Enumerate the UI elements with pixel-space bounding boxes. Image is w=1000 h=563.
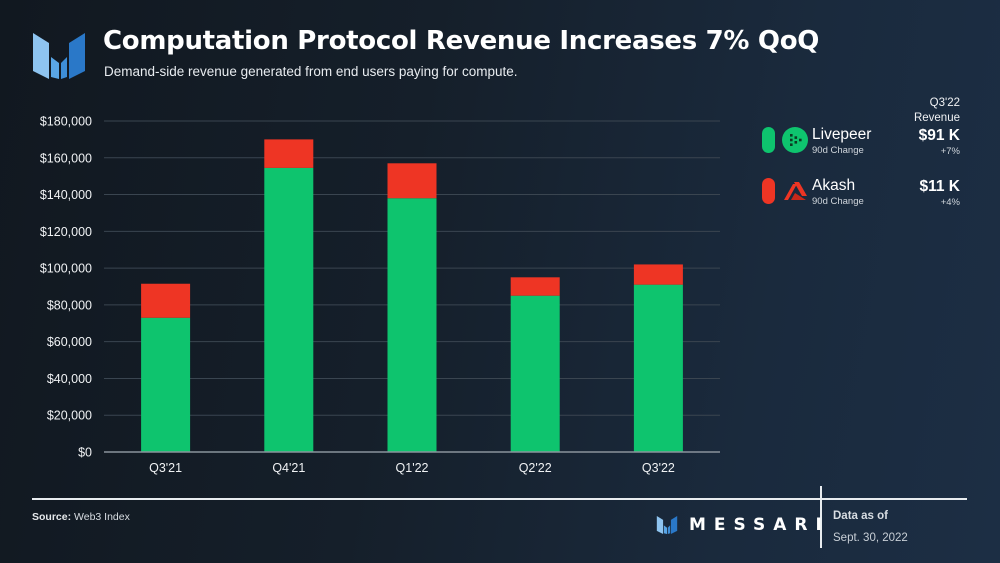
y-tick-label: $0	[78, 446, 92, 460]
legend-item-livepeer: Livepeer 90d Change $91 K +7%	[762, 125, 962, 161]
source-label: Source:	[32, 511, 72, 523]
bar-akash-q421	[264, 139, 314, 168]
chart-title: Computation Protocol Revenue Increases 7…	[103, 26, 820, 56]
y-tick-label: $80,000	[47, 298, 92, 312]
bar-akash-q322	[633, 264, 683, 285]
y-tick-label: $120,000	[40, 225, 92, 239]
bar-livepeer-q222	[510, 295, 560, 452]
bar-akash-q222	[510, 277, 560, 296]
legend-value: $11 K	[919, 178, 960, 195]
legend-sub: 90d Change	[812, 145, 864, 156]
x-tick-label: Q1'22	[396, 461, 429, 475]
x-tick-label: Q4'21	[272, 461, 305, 475]
y-tick-label: $20,000	[47, 409, 92, 423]
legend-item-akash: Akash 90d Change $11 K +4%	[762, 176, 962, 212]
y-tick-label: $60,000	[47, 335, 92, 349]
legend-sub: 90d Change	[812, 196, 864, 207]
legend-period: Q3'22	[929, 97, 960, 109]
y-tick-label: $100,000	[40, 262, 92, 276]
messari-logo-icon	[33, 33, 85, 79]
messari-small-logo-icon	[656, 516, 678, 534]
messari-brand: MESSARI	[655, 515, 830, 535]
source-value: Web3 Index	[74, 511, 130, 523]
legend-header: Q3'22 Revenue	[914, 96, 960, 126]
legend-name: Livepeer	[812, 126, 872, 143]
bar-akash-q122	[387, 163, 437, 199]
bar-livepeer-q122	[387, 198, 437, 452]
source-note: Source: Web3 Index	[32, 511, 130, 523]
legend-change: +7%	[940, 146, 960, 157]
bar-livepeer-q321	[141, 317, 191, 452]
legend-metric: Revenue	[913, 112, 960, 124]
x-tick-label: Q2'22	[519, 461, 552, 475]
chart-subtitle: Demand-side revenue generated from end u…	[104, 64, 518, 79]
y-tick-label: $160,000	[40, 151, 92, 165]
legend-name: Akash	[812, 177, 856, 194]
revenue-bar-chart: $0 $20,000 $40,000 $60,000 $80,000 $100,000 $1…	[40, 115, 720, 475]
bar-livepeer-q322	[633, 284, 683, 452]
x-tick-label: Q3'22	[642, 461, 675, 475]
y-tick-label: $40,000	[47, 372, 92, 386]
legend-swatch-akash	[762, 178, 775, 204]
brand-wordmark: MESSARI	[689, 515, 830, 535]
footer-divider	[32, 498, 967, 500]
legend-swatch-livepeer	[762, 127, 775, 153]
data-as-of-label: Data as of	[833, 510, 888, 522]
bar-akash-q321	[141, 283, 191, 318]
x-tick-label: Q3'21	[149, 461, 182, 475]
livepeer-icon	[782, 127, 808, 153]
legend-value: $91 K	[918, 127, 960, 144]
akash-icon	[784, 182, 807, 200]
legend-change: +4%	[940, 197, 960, 208]
data-as-of-date: Sept. 30, 2022	[833, 532, 908, 544]
footer-vertical-divider	[820, 486, 822, 548]
y-tick-label: $140,000	[40, 188, 92, 202]
y-tick-label: $180,000	[40, 115, 92, 129]
bar-livepeer-q421	[264, 167, 314, 452]
